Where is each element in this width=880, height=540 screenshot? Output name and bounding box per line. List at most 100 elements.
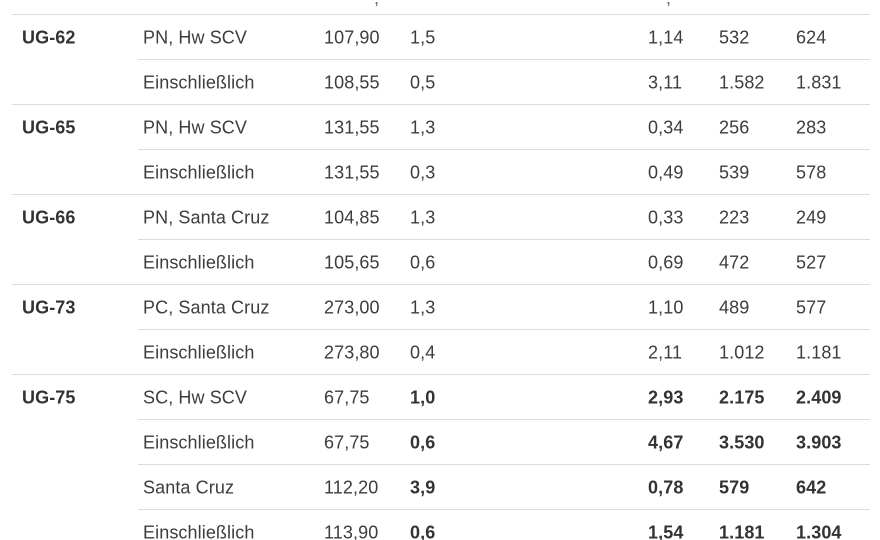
value-5: 283 [796,117,827,137]
value-4: 1.181 [719,522,765,540]
value-4: 532 [719,27,750,47]
value-3: 3,11 [648,72,683,92]
table-row: Einschließlich 108,55 0,5 3,11 1.582 1.8… [0,60,880,105]
value-5: 578 [796,162,827,182]
value-3: 1,10 [648,297,684,317]
value-4: 489 [719,297,750,317]
divider [138,419,870,420]
description: PN, Hw SCV [143,27,248,47]
value-1: 131,55 [324,117,380,137]
value-2: 0,6 [410,432,436,452]
value-5: 2.409 [796,387,842,407]
table-row: UG-75 SC, Hw SCV 67,75 1,0 2,93 2.175 2.… [0,375,880,420]
description: Einschließlich [143,522,255,540]
value-2: 0,6 [410,522,436,540]
divider [12,194,870,195]
value-2: 3,9 [410,477,436,497]
value-1: 67,75 [324,387,370,407]
sample-id: UG-66 [22,207,76,227]
value-5: 1.304 [796,522,842,540]
value-4: 3.530 [719,432,765,452]
table-header-row: , , [0,0,880,15]
value-4: 2.175 [719,387,765,407]
value-1: 273,80 [324,342,380,362]
value-1: 67,75 [324,432,370,452]
value-2: 0,6 [410,252,436,272]
value-3: 0,78 [648,477,684,497]
value-1: 107,90 [324,27,380,47]
sample-id: UG-73 [22,297,76,317]
value-3: 0,33 [648,207,684,227]
divider [138,149,870,150]
value-5: 642 [796,477,827,497]
table-row: UG-73 PC, Santa Cruz 273,00 1,3 1,10 489… [0,285,880,330]
value-3: 4,67 [648,432,684,452]
divider [138,329,870,330]
value-2: 0,3 [410,162,436,182]
value-2: 1,0 [410,387,436,407]
table-row: Santa Cruz 112,20 3,9 0,78 579 642 [0,465,880,510]
value-4: 472 [719,252,750,272]
table-row: Einschließlich 105,65 0,6 0,69 472 527 [0,240,880,285]
divider [138,464,870,465]
value-4: 1.012 [719,342,765,362]
value-5: 1.181 [796,342,842,362]
description: Einschließlich [143,252,255,272]
value-1: 113,90 [324,522,379,540]
value-3: 1,14 [648,27,684,47]
divider [12,14,870,15]
value-1: 131,55 [324,162,380,182]
table-row: Einschließlich 67,75 0,6 4,67 3.530 3.90… [0,420,880,465]
table-row: Einschließlich 273,80 0,4 2,11 1.012 1.1… [0,330,880,375]
description: SC, Hw SCV [143,387,248,407]
value-3: 0,49 [648,162,684,182]
description: Einschließlich [143,342,255,362]
value-1: 273,00 [324,297,380,317]
description: Einschließlich [143,72,255,92]
value-3: 0,34 [648,117,684,137]
table-row: UG-65 PN, Hw SCV 131,55 1,3 0,34 256 283 [0,105,880,150]
value-2: 1,3 [410,207,436,227]
value-4: 256 [719,117,750,137]
value-5: 527 [796,252,827,272]
value-1: 104,85 [324,207,380,227]
value-3: 2,11 [648,342,683,362]
value-1: 108,55 [324,72,380,92]
sample-id: UG-65 [22,117,76,137]
value-1: 105,65 [324,252,380,272]
value-3: 0,69 [648,252,684,272]
divider [138,59,870,60]
description: Einschließlich [143,162,255,182]
value-5: 1.831 [796,72,842,92]
value-5: 624 [796,27,827,47]
sample-id: UG-62 [22,27,76,47]
divider [12,284,870,285]
header-cell-v1: , [374,0,379,9]
value-2: 1,5 [410,27,436,47]
description: PC, Santa Cruz [143,297,270,317]
description: Einschließlich [143,432,255,452]
value-3: 1,54 [648,522,684,540]
table-row: Einschließlich 131,55 0,3 0,49 539 578 [0,150,880,195]
header-cell-v3: , [666,0,671,9]
value-4: 223 [719,207,750,227]
value-5: 3.903 [796,432,842,452]
divider [138,239,870,240]
value-2: 1,3 [410,297,436,317]
description: Santa Cruz [143,477,235,497]
description: PN, Santa Cruz [143,207,270,227]
table-row: Einschließlich 113,90 0,6 1,54 1.181 1.3… [0,510,880,540]
value-1: 112,20 [324,477,379,497]
description: PN, Hw SCV [143,117,248,137]
value-4: 539 [719,162,750,182]
value-2: 1,3 [410,117,436,137]
table-row: UG-62 PN, Hw SCV 107,90 1,5 1,14 532 624 [0,15,880,60]
divider [12,104,870,105]
value-5: 249 [796,207,827,227]
divider [138,509,870,510]
value-5: 577 [796,297,827,317]
value-4: 579 [719,477,750,497]
value-2: 0,4 [410,342,436,362]
value-3: 2,93 [648,387,684,407]
